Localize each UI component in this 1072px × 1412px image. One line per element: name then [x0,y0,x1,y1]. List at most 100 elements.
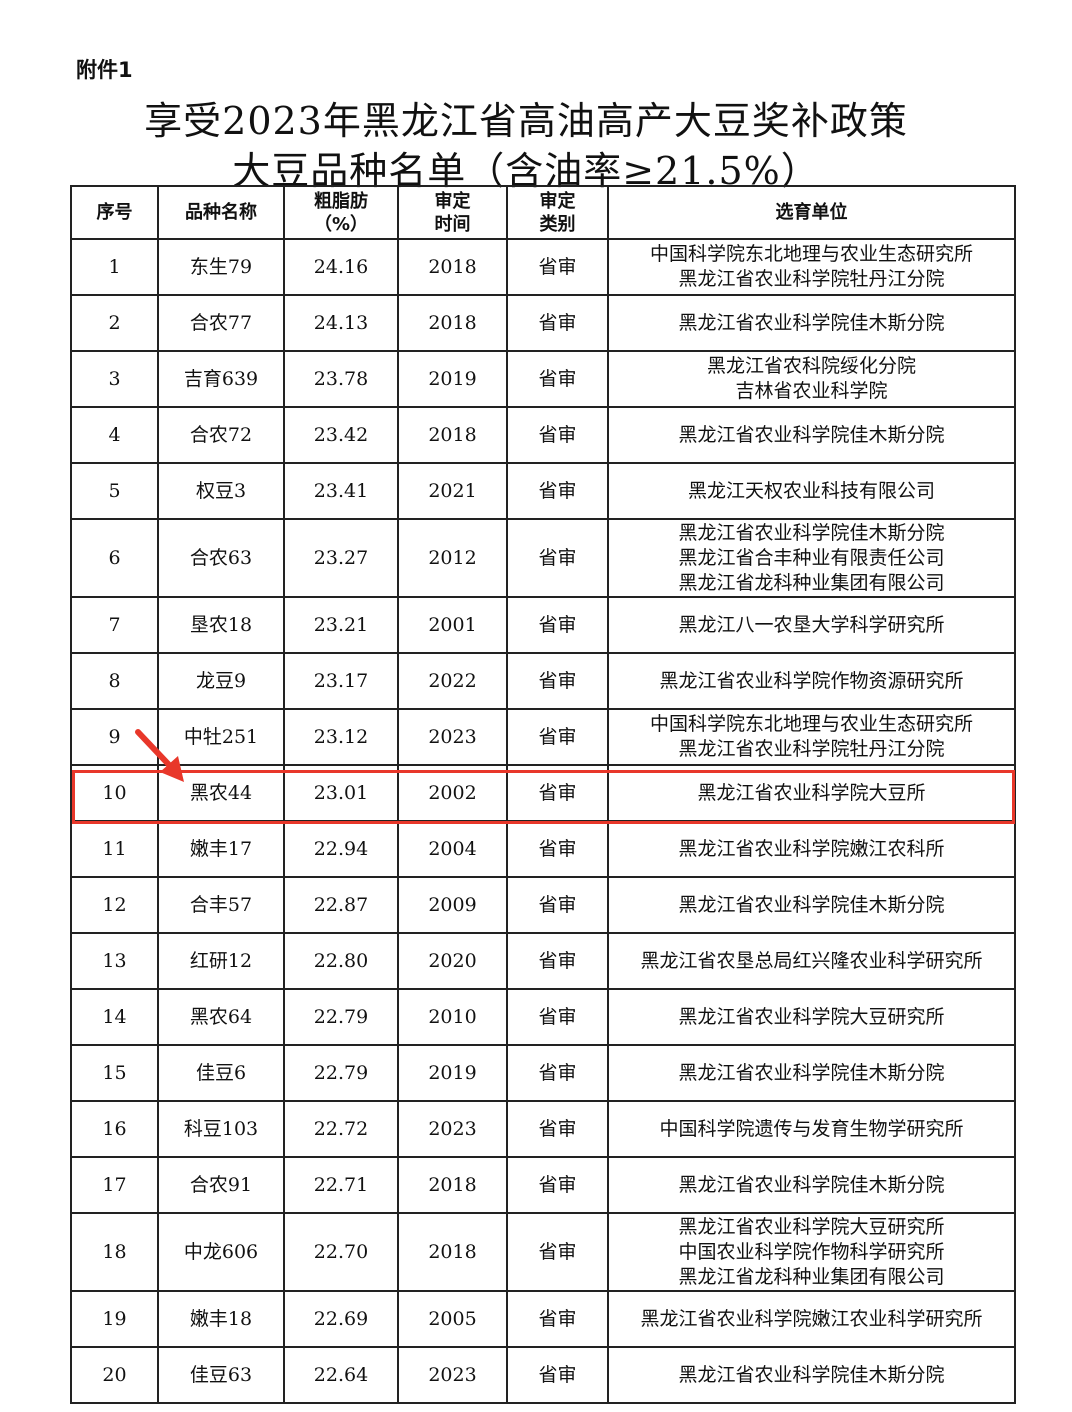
cell-year: 2018 [397,238,508,296]
unit-name: 黑龙江省农业科学院大豆研究所 [678,1215,945,1238]
cell-year: 2019 [397,1044,508,1102]
cell-no: 4 [70,406,159,464]
cell-no: 13 [70,932,159,990]
unit-name: 中国科学院遗传与发育生物学研究所 [659,1117,964,1140]
cell-year: 2018 [397,406,508,464]
header-type: 审定类别 [506,185,609,240]
cell-no: 8 [70,652,159,710]
cell-year: 2023 [397,708,508,766]
cell-type: 省审 [506,764,609,822]
cell-year: 2020 [397,932,508,990]
cell-year: 2021 [397,462,508,520]
cell-type: 省审 [506,708,609,766]
unit-name: 黑龙江省农科院绥化分院 [706,355,916,377]
cell-name: 黑农64 [157,988,285,1046]
cell-unit: 中国科学院遗传与发育生物学研究所 [607,1100,1016,1158]
unit-name: 黑龙江省农业科学院嫩江农业科学研究所 [640,1307,983,1330]
cell-type: 省审 [506,988,609,1046]
unit-name: 黑龙江省农业科学院佳木斯分院 [678,1061,945,1084]
unit-name: 黑龙江省农业科学院佳木斯分院 [678,423,945,446]
cell-fat: 22.70 [283,1212,399,1292]
header-no: 序号 [70,185,159,240]
cell-name: 合农63 [157,518,285,598]
cell-name: 吉育639 [157,350,285,408]
cell-unit: 黑龙江天权农业科技有限公司 [607,462,1016,520]
table-row: 3 吉育639 23.78 2019 省审 黑龙江省农科院绥化分院 吉林省农业科学院 [70,350,1016,408]
cell-no: 7 [70,596,159,654]
cell-fat: 23.17 [283,652,399,710]
cell-no: 19 [70,1290,159,1348]
cell-type: 省审 [506,1044,609,1102]
cell-type: 省审 [506,1156,609,1214]
cell-no: 6 [70,518,159,598]
cell-unit: 黑龙江省农业科学院佳木斯分院 [607,406,1016,464]
cell-unit: 黑龙江省农业科学院大豆研究所 [607,988,1016,1046]
cell-year: 2023 [397,1100,508,1158]
cell-type: 省审 [506,932,609,990]
cell-fat: 22.87 [283,876,399,934]
header-unit: 选育单位 [607,185,1016,240]
cell-type: 省审 [506,820,609,878]
cell-no: 17 [70,1156,159,1214]
table-row: 1 东生79 24.16 2018 省审 中国科学院东北地理与农业生态研究所 黑龙江省农业科… [70,238,1016,296]
soybean-variety-table: 序号 品种名称 粗脂肪（%） 审定时间 审定类别 选育单位 1 东生79 24.16… [70,185,1016,1404]
cell-fat: 24.16 [283,238,399,296]
cell-fat: 22.94 [283,820,399,878]
unit-name: 黑龙江省农业科学院作物资源研究所 [659,669,964,692]
unit-name: 黑龙江天权农业科技有限公司 [687,479,935,502]
cell-no: 20 [70,1346,159,1404]
unit-name: 黑龙江省农业科学院大豆研究所 [678,1005,945,1028]
cell-type: 省审 [506,652,609,710]
cell-fat: 23.78 [283,350,399,408]
cell-unit: 中国科学院东北地理与农业生态研究所 黑龙江省农业科学院牡丹江分院 [607,708,1016,766]
cell-no: 2 [70,294,159,352]
table-row: 8 龙豆9 23.17 2022 省审 黑龙江省农业科学院作物资源研究所 [70,652,1016,710]
table-row: 14 黑农64 22.79 2010 省审 黑龙江省农业科学院大豆研究所 [70,988,1016,1046]
table-row: 19 嫩丰18 22.69 2005 省审 黑龙江省农业科学院嫩江农业科学研究所 [70,1290,1016,1348]
cell-name: 佳豆63 [157,1346,285,1404]
cell-unit: 黑龙江省农业科学院佳木斯分院 [607,876,1016,934]
table-row: 16 科豆103 22.72 2023 省审 中国科学院遗传与发育生物学研究所 [70,1100,1016,1158]
cell-unit: 黑龙江省农业科学院佳木斯分院 黑龙江省合丰种业有限责任公司 黑龙江省龙科种业集团有限… [607,518,1016,598]
cell-name: 合农72 [157,406,285,464]
unit-name: 黑龙江省农业科学院牡丹江分院 [678,268,945,290]
cell-fat: 23.42 [283,406,399,464]
cell-unit: 黑龙江省农业科学院嫩江农业科学研究所 [607,1290,1016,1348]
cell-no: 5 [70,462,159,520]
cell-unit: 中国科学院东北地理与农业生态研究所 黑龙江省农业科学院牡丹江分院 [607,238,1016,296]
cell-type: 省审 [506,238,609,296]
row-10-highlight-box [72,770,1015,824]
title-line-1: 享受2023年黑龙江省高油高产大豆奖补政策 [144,99,908,143]
unit-name: 黑龙江省农垦总局红兴隆农业科学研究所 [640,949,983,972]
cell-no: 10 [70,764,159,822]
cell-year: 2001 [397,596,508,654]
cell-unit: 黑龙江省农业科学院佳木斯分院 [607,294,1016,352]
cell-fat: 22.72 [283,1100,399,1158]
cell-type: 省审 [506,350,609,408]
table-header-row: 序号 品种名称 粗脂肪（%） 审定时间 审定类别 选育单位 [70,185,1016,240]
table-row: 20 佳豆63 22.64 2023 省审 黑龙江省农业科学院佳木斯分院 [70,1346,1016,1404]
cell-name: 权豆3 [157,462,285,520]
cell-fat: 23.21 [283,596,399,654]
unit-name: 黑龙江省龙科种业集团有限公司 [678,571,945,594]
cell-name: 中牡251 [157,708,285,766]
table-row: 9 中牡251 23.12 2023 省审 中国科学院东北地理与农业生态研究所 黑龙江省农业… [70,708,1016,766]
cell-unit: 黑龙江省农垦总局红兴隆农业科学研究所 [607,932,1016,990]
table-row: 18 中龙606 22.70 2018 省审 黑龙江省农业科学院大豆研究所 中国农业科学院作… [70,1212,1016,1292]
cell-name: 合农77 [157,294,285,352]
cell-unit: 黑龙江省农科院绥化分院 吉林省农业科学院 [607,350,1016,408]
header-year: 审定时间 [397,185,508,240]
cell-unit: 黑龙江省农业科学院大豆研究所 中国农业科学院作物科学研究所 黑龙江省龙科种业集团有限… [607,1212,1016,1292]
unit-name: 中国科学院东北地理与农业生态研究所 [649,713,973,735]
cell-type: 省审 [506,294,609,352]
red-arrow-icon [135,729,184,782]
cell-no: 16 [70,1100,159,1158]
unit-name: 黑龙江省农业科学院嫩江农科所 [678,837,945,860]
header-fat: 粗脂肪（%） [283,185,399,240]
table-row: 17 合农91 22.71 2018 省审 黑龙江省农业科学院佳木斯分院 [70,1156,1016,1214]
unit-name: 吉林省农业科学院 [735,380,888,402]
table-row: 4 合农72 23.42 2018 省审 黑龙江省农业科学院佳木斯分院 [70,406,1016,464]
unit-name: 黑龙江省农业科学院佳木斯分院 [678,1363,945,1386]
unit-name: 黑龙江八一农垦大学科学研究所 [678,613,945,636]
